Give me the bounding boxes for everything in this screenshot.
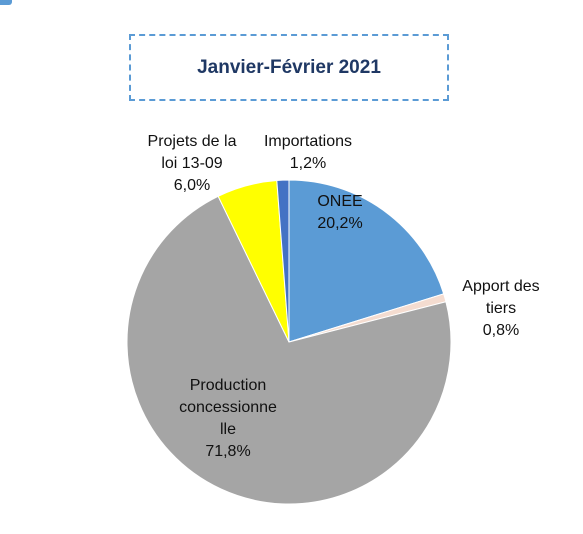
pie-slices	[126, 179, 452, 505]
slice-value-label: 6,0%	[174, 177, 210, 194]
slice-label-1: Apport des tiers 0,8%	[462, 278, 539, 339]
slice-name-line: lle	[220, 421, 236, 438]
pie-slice-0	[288, 179, 445, 343]
slice-value-label: 71,8%	[205, 443, 250, 460]
slice-label-3: Projets de la loi 13-09 6,0%	[148, 133, 237, 194]
slice-label-2: Production concessionne lle 71,8%	[179, 377, 277, 460]
slice-label-4: Importations 1,2%	[264, 133, 352, 172]
slice-name-line: Projets de la	[148, 133, 237, 150]
slice-name-line: concessionne	[179, 399, 277, 416]
slice-label-0: ONEE 20,2%	[317, 193, 362, 232]
pie-slice-2	[126, 195, 452, 505]
pie-slice-4	[276, 179, 290, 343]
slice-value-label: 20,2%	[317, 215, 362, 232]
slice-name-line: tiers	[486, 300, 516, 317]
chart-title: Janvier-Février 2021	[197, 56, 381, 78]
slice-name-line: Importations	[264, 133, 352, 150]
chart-title-box: Janvier-Février 2021	[129, 34, 449, 101]
pie-labels: ONEE 20,2% Apport des tiers 0,8% Production co…	[148, 133, 540, 460]
slice-value-label: 1,2%	[290, 155, 326, 172]
slice-value-label: 0,8%	[483, 322, 519, 339]
corner-accent	[0, 0, 12, 5]
slice-name-line: Apport des	[462, 278, 539, 295]
slice-name-line: ONEE	[317, 193, 362, 210]
slice-name-line: loi 13-09	[161, 155, 222, 172]
slice-name-line: Production	[190, 377, 267, 394]
